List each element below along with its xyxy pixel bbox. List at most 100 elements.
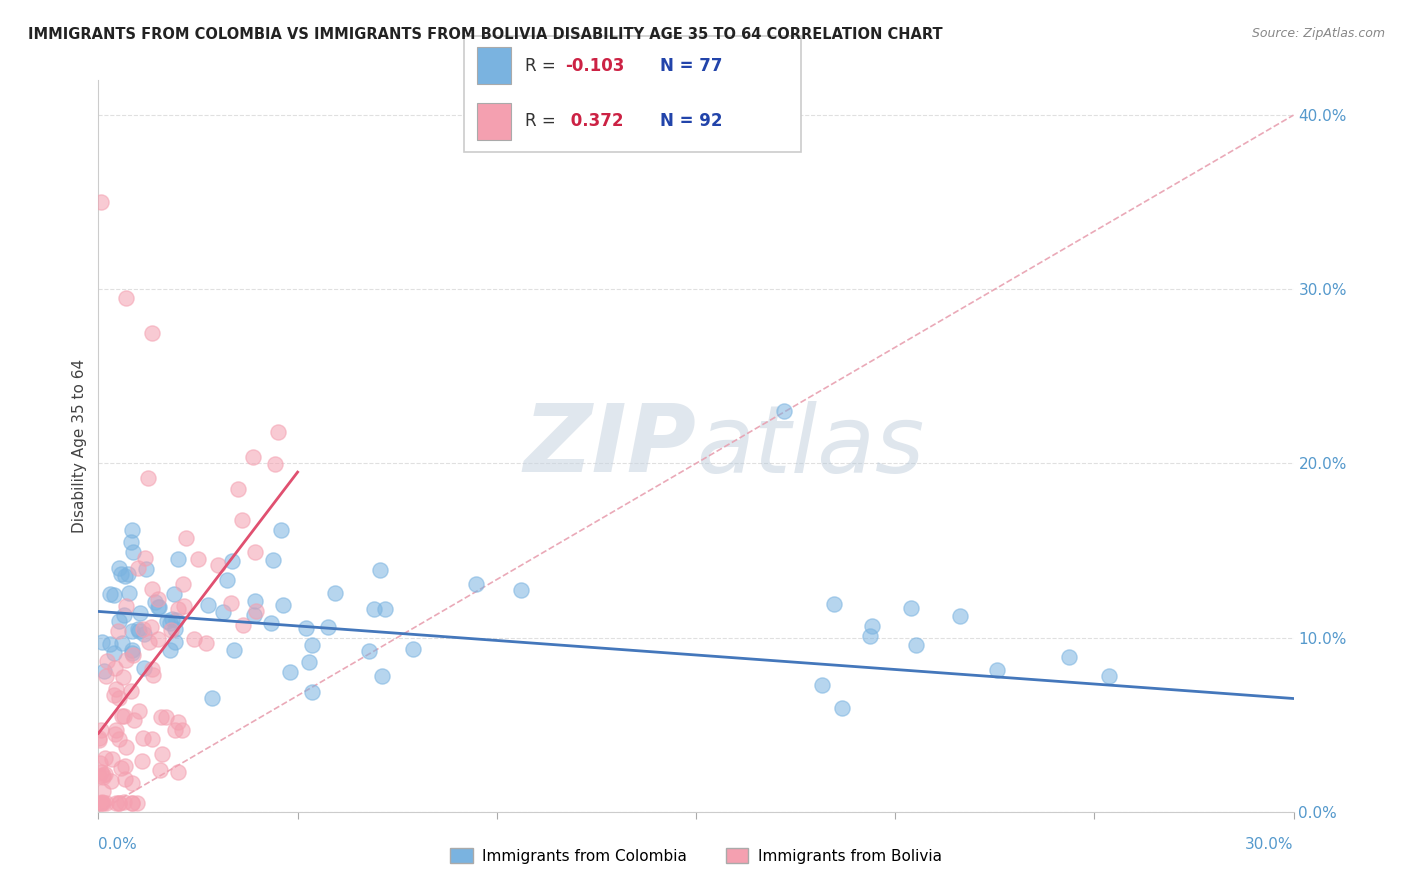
Point [105, 796, 128, 810]
Point [148, 599, 170, 614]
Point [132, 627, 155, 641]
Point [146, 592, 169, 607]
Point [107, 614, 129, 628]
Point [122, 545, 145, 559]
Point [159, 623, 181, 637]
Point [87, 769, 110, 783]
Point [122, 648, 145, 662]
Y-axis label: Disability Age 35 to 64: Disability Age 35 to 64 [72, 359, 87, 533]
Point [159, 615, 181, 630]
Point [1059, 650, 1081, 665]
Point [949, 609, 972, 624]
Point [120, 683, 142, 698]
Point [173, 599, 195, 613]
Point [219, 596, 242, 610]
Point [94, 669, 117, 683]
Point [94, 751, 117, 765]
Point [509, 583, 531, 598]
Point [155, 710, 177, 724]
Point [221, 554, 243, 568]
Point [207, 558, 229, 573]
Point [104, 661, 127, 675]
Point [141, 326, 163, 340]
Point [112, 795, 135, 809]
Point [141, 582, 163, 597]
Point [183, 632, 205, 646]
Point [103, 688, 125, 702]
Point [118, 586, 141, 600]
Text: Source: ZipAtlas.com: Source: ZipAtlas.com [1251, 27, 1385, 40]
Point [121, 776, 143, 790]
Point [260, 615, 283, 630]
Point [128, 704, 150, 718]
Point [142, 668, 165, 682]
Point [132, 661, 155, 675]
Point [197, 598, 219, 612]
Point [110, 761, 132, 775]
Point [138, 634, 160, 648]
Point [91, 634, 114, 648]
Point [166, 602, 188, 616]
Point [90, 795, 112, 809]
Point [831, 701, 853, 715]
Point [114, 569, 136, 583]
Point [114, 772, 136, 787]
Point [402, 641, 425, 656]
Point [243, 593, 266, 607]
Point [90, 796, 112, 810]
Point [111, 636, 134, 650]
Point [103, 646, 125, 660]
Point [96, 654, 118, 668]
Point [121, 646, 143, 660]
Point [231, 512, 253, 526]
Point [125, 796, 148, 810]
Point [100, 751, 122, 765]
Point [298, 655, 321, 669]
Point [1098, 669, 1121, 683]
Point [149, 710, 172, 724]
Point [904, 638, 927, 652]
Point [860, 618, 883, 632]
Text: 30.0%: 30.0% [1246, 838, 1294, 853]
Point [108, 731, 131, 746]
Point [357, 644, 380, 658]
Point [200, 690, 222, 705]
Point [127, 622, 149, 636]
Point [172, 723, 194, 738]
Point [295, 621, 318, 635]
Point [131, 754, 153, 768]
Text: 0.372: 0.372 [565, 112, 624, 130]
Point [121, 643, 143, 657]
Point [163, 587, 186, 601]
Point [132, 622, 155, 636]
Point [134, 551, 156, 566]
Point [114, 758, 136, 772]
Point [114, 599, 136, 613]
Point [121, 624, 143, 639]
Point [90, 765, 112, 780]
Point [363, 602, 385, 616]
Point [110, 566, 132, 581]
Point [94, 767, 117, 781]
Point [824, 597, 846, 611]
Point [105, 723, 128, 738]
Point [141, 662, 163, 676]
Point [107, 624, 129, 638]
Point [811, 678, 834, 692]
Point [323, 586, 346, 600]
Point [136, 471, 159, 485]
Point [89, 733, 111, 747]
Point [108, 796, 131, 810]
Point [90, 723, 112, 737]
Point [112, 708, 135, 723]
Point [859, 629, 882, 643]
Point [117, 566, 139, 581]
Point [148, 632, 170, 646]
Point [129, 606, 152, 620]
Point [160, 612, 183, 626]
Point [91, 796, 114, 810]
FancyBboxPatch shape [464, 36, 801, 152]
Point [165, 613, 187, 627]
Point [270, 523, 292, 537]
Point [150, 747, 173, 761]
